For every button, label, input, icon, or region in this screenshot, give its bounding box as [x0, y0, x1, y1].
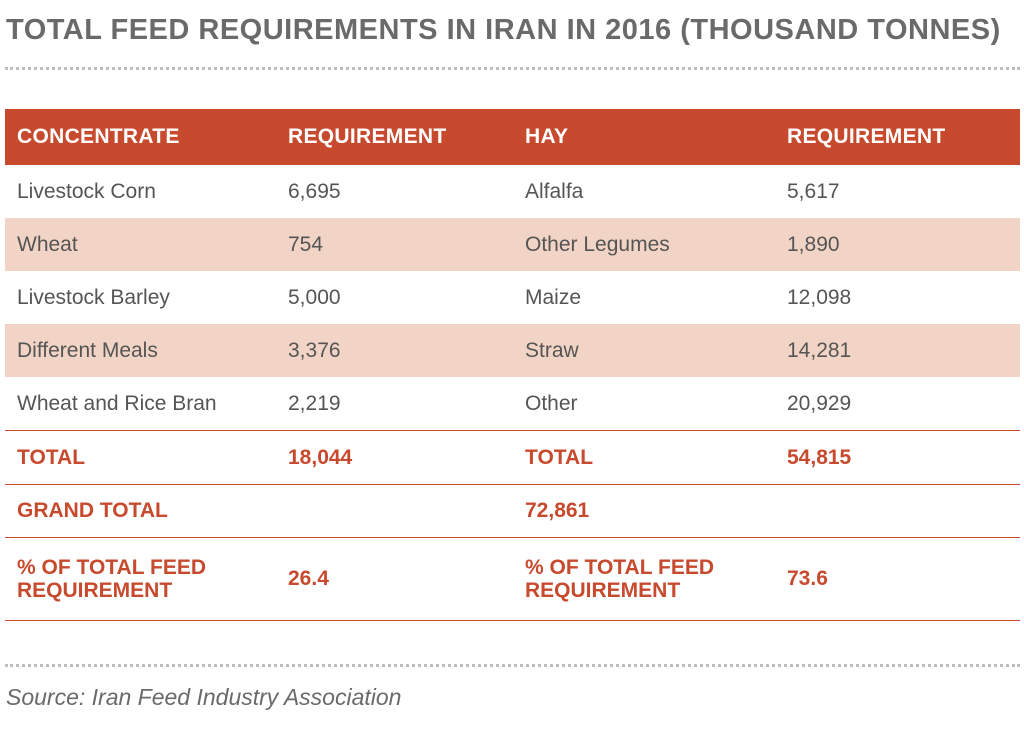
concentrate-name: Livestock Barley [17, 285, 170, 309]
concentrate-requirement: 754 [288, 232, 324, 256]
table-row: Wheat and Rice Bran 2,219 Other 20,929 [5, 377, 1020, 430]
concentrate-name: Wheat and Rice Bran [17, 391, 217, 415]
top-dotted-divider [5, 67, 1020, 70]
hay-name: Other [525, 391, 578, 415]
concentrate-requirement: 3,376 [288, 338, 341, 362]
hay-name: Alfalfa [525, 179, 584, 203]
percent-value-concentrate: 26.4 [288, 567, 329, 590]
feed-requirements-table: CONCENTRATE REQUIREMENT HAY REQUIREMENT … [5, 109, 1020, 621]
header-concentrate: CONCENTRATE [17, 125, 180, 148]
hay-name: Straw [525, 338, 579, 362]
hay-name: Maize [525, 285, 582, 309]
percent-label-hay-text: % OF TOTAL FEED REQUIREMENT [525, 556, 715, 602]
percent-value-hay: 73.6 [787, 567, 828, 590]
header-hay-requirement: REQUIREMENT [787, 125, 946, 148]
percent-label-hay: % OF TOTAL FEED REQUIREMENT [525, 538, 755, 620]
total-row: TOTAL 18,044 TOTAL 54,815 [5, 430, 1020, 485]
concentrate-name: Wheat [17, 232, 78, 256]
total-value-concentrate: 18,044 [288, 445, 353, 469]
hay-name: Other Legumes [525, 232, 670, 256]
concentrate-name: Different Meals [17, 338, 158, 362]
total-value-hay: 54,815 [787, 445, 852, 469]
table-row: Livestock Barley 5,000 Maize 12,098 [5, 271, 1020, 324]
total-label-concentrate: TOTAL [17, 445, 86, 469]
hay-requirement: 20,929 [787, 391, 852, 415]
table-row: Different Meals 3,376 Straw 14,281 [5, 324, 1020, 377]
concentrate-requirement: 2,219 [288, 391, 341, 415]
hay-requirement: 14,281 [787, 338, 852, 362]
hay-requirement: 1,890 [787, 232, 840, 256]
grand-total-value: 72,861 [525, 499, 590, 522]
hay-requirement: 12,098 [787, 285, 852, 309]
header-hay: HAY [525, 125, 569, 148]
hay-requirement: 5,617 [787, 179, 840, 203]
page-title: TOTAL FEED REQUIREMENTS IN IRAN IN 2016 … [6, 14, 1001, 46]
bottom-dotted-divider [5, 664, 1020, 667]
grand-total-row: GRAND TOTAL 72,861 [5, 485, 1020, 538]
grand-total-label: GRAND TOTAL [17, 499, 168, 522]
table-row: Wheat 754 Other Legumes 1,890 [5, 218, 1020, 271]
concentrate-requirement: 5,000 [288, 285, 341, 309]
table-row: Livestock Corn 6,695 Alfalfa 5,617 [5, 165, 1020, 218]
concentrate-name: Livestock Corn [17, 179, 156, 203]
table-header-row: CONCENTRATE REQUIREMENT HAY REQUIREMENT [5, 109, 1020, 165]
concentrate-requirement: 6,695 [288, 179, 341, 203]
percent-row: % OF TOTAL FEED REQUIREMENT 26.4 % OF TO… [5, 538, 1020, 621]
percent-label-concentrate: % OF TOTAL FEED REQUIREMENT [17, 538, 247, 620]
percent-label-concentrate-text: % OF TOTAL FEED REQUIREMENT [17, 556, 207, 602]
header-concentrate-requirement: REQUIREMENT [288, 125, 447, 148]
source-note: Source: Iran Feed Industry Association [6, 684, 402, 710]
total-label-hay: TOTAL [525, 445, 594, 469]
